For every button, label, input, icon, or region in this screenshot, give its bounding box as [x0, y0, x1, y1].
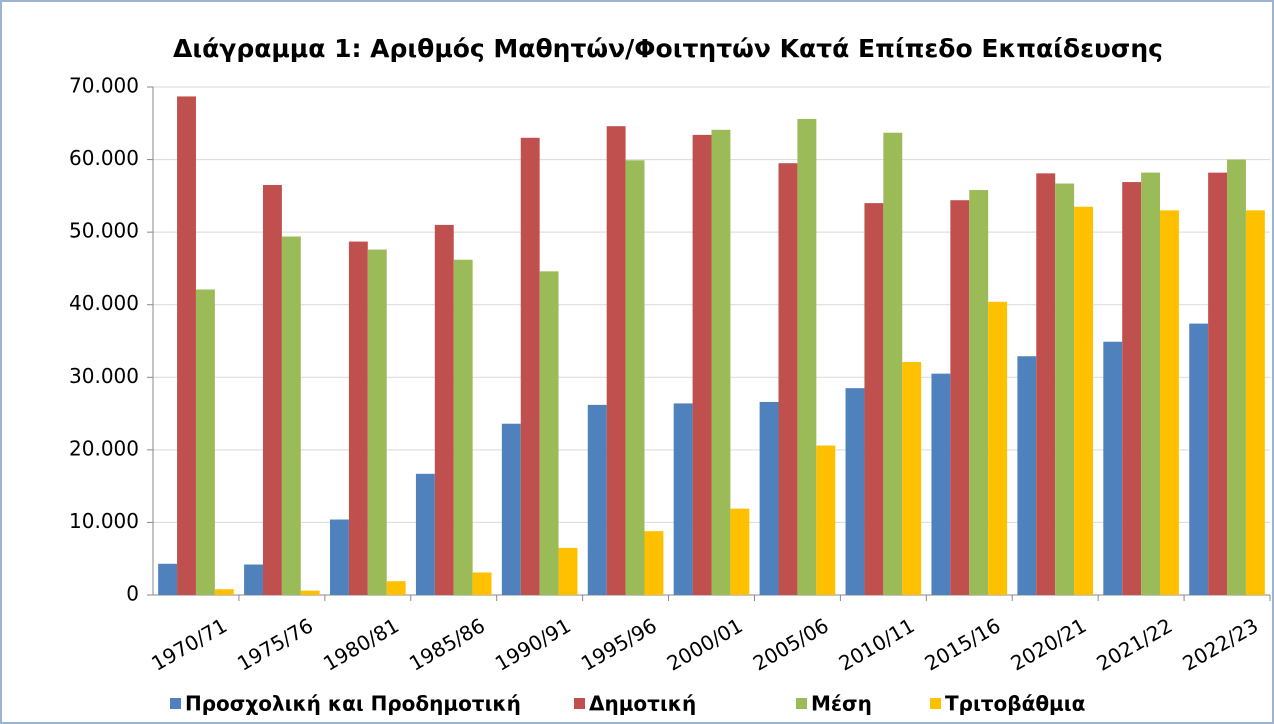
legend-swatch	[574, 698, 585, 709]
y-tick-label: 10.000	[69, 509, 139, 533]
bar	[673, 403, 693, 595]
legend-label: Προσχολική και Προδημοτική	[185, 692, 521, 716]
bar	[969, 190, 989, 595]
bar	[367, 249, 387, 595]
bar	[520, 137, 540, 596]
bar	[1103, 341, 1123, 595]
bar	[1245, 210, 1265, 595]
y-tick-label: 20.000	[69, 436, 139, 460]
y-tick-label: 30.000	[69, 364, 139, 388]
bar	[1141, 172, 1161, 596]
legend-label: Δημοτική	[589, 692, 696, 716]
bar	[797, 118, 817, 595]
bar	[692, 134, 712, 595]
legend-swatch	[796, 698, 807, 709]
bar	[816, 445, 836, 595]
bar	[644, 531, 664, 595]
legend-swatch	[930, 698, 941, 709]
bar	[1160, 210, 1179, 595]
bar	[1017, 356, 1037, 595]
chart-title: Διάγραμμα 1: Αριθμός Μαθητών/Φοιτητών Κα…	[173, 34, 1163, 63]
legend-swatch	[170, 698, 181, 709]
bar	[759, 401, 779, 595]
bar	[453, 259, 473, 595]
bar	[158, 563, 178, 595]
y-tick-label: 0	[126, 582, 139, 606]
bar	[214, 589, 234, 595]
bar	[931, 373, 951, 595]
bar	[281, 236, 301, 596]
bar	[1055, 183, 1075, 595]
bar	[434, 224, 454, 595]
bar	[472, 572, 492, 595]
bar	[558, 547, 578, 595]
bar	[950, 200, 970, 595]
bar	[1189, 323, 1209, 595]
bar	[1227, 159, 1246, 596]
bar	[501, 423, 521, 595]
bar	[864, 203, 884, 595]
bar	[300, 590, 320, 595]
y-tick-label: 40.000	[69, 291, 139, 315]
bar	[1074, 206, 1093, 595]
legend-label: Τριτοβάθμια	[945, 692, 1085, 716]
legend-label: Μέση	[811, 692, 872, 716]
bar	[902, 362, 922, 595]
bar	[778, 163, 798, 595]
bar	[244, 564, 263, 595]
bar	[625, 160, 645, 595]
bar	[195, 289, 215, 595]
bar	[348, 241, 368, 595]
bar	[330, 519, 349, 595]
y-tick-label: 60.000	[69, 146, 139, 170]
bar	[730, 508, 750, 595]
bar	[1208, 172, 1228, 596]
bar	[711, 129, 731, 595]
bar	[587, 404, 607, 595]
bar	[845, 388, 865, 595]
bar	[606, 126, 626, 595]
bar	[177, 96, 196, 595]
y-tick-label: 50.000	[69, 219, 139, 243]
bar	[988, 301, 1008, 595]
bar	[415, 473, 435, 595]
bar	[1122, 182, 1142, 595]
bar	[539, 271, 559, 595]
bar	[883, 132, 903, 595]
bar	[1036, 173, 1056, 596]
y-tick-label: 70.000	[69, 74, 139, 98]
bar	[386, 581, 406, 595]
bar	[262, 184, 282, 595]
